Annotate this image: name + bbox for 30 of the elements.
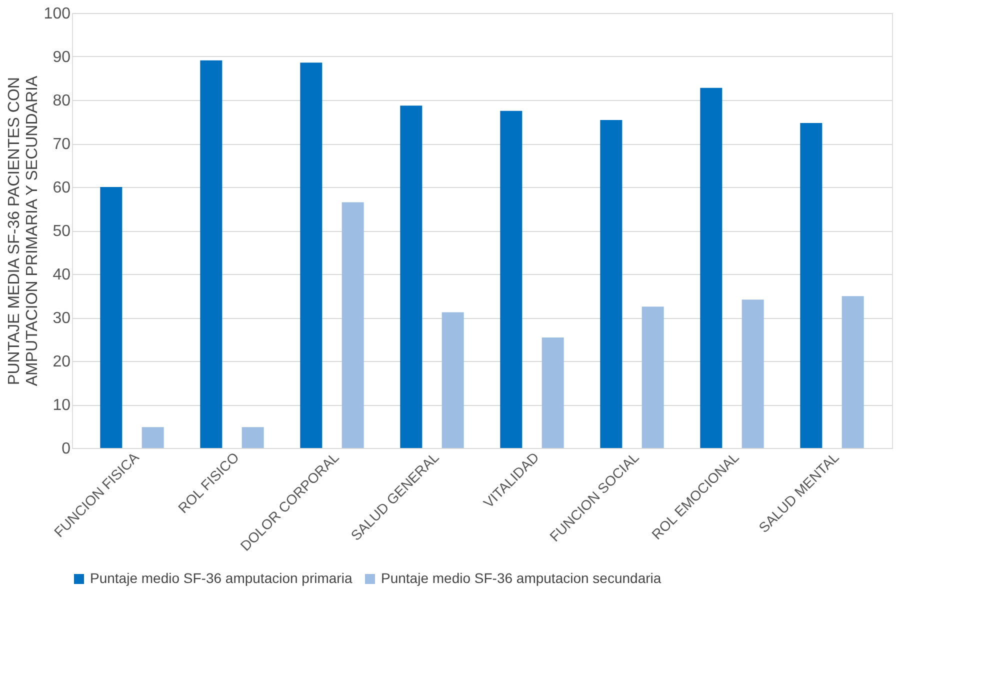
y-tick-label: 40 <box>52 266 71 284</box>
bar <box>800 123 822 448</box>
y-tick-label: 80 <box>52 92 71 110</box>
bar <box>500 110 522 448</box>
bar <box>200 60 222 448</box>
bar <box>342 202 364 448</box>
bar <box>600 120 622 448</box>
y-tick-label: 20 <box>52 354 71 370</box>
bar <box>142 427 164 448</box>
bar <box>642 306 664 448</box>
y-tick-label: 50 <box>52 223 71 240</box>
bar <box>100 187 122 448</box>
y-tick-label: 90 <box>52 49 71 66</box>
bar <box>242 427 264 448</box>
bar <box>742 300 764 448</box>
bar <box>400 106 422 448</box>
bar <box>542 338 564 448</box>
legend-label: Puntaje medio SF-36 amputacion primaria <box>90 570 352 586</box>
y-tick-label: 60 <box>52 180 71 196</box>
bar <box>300 62 322 448</box>
y-tick-label: 0 <box>62 440 71 458</box>
legend-label: Puntaje medio SF-36 amputacion secundaria <box>381 570 662 586</box>
bar <box>842 296 864 448</box>
y-tick-label: 10 <box>52 397 71 414</box>
y-tick-label: 70 <box>52 136 71 153</box>
bar <box>700 88 722 448</box>
bar <box>442 312 464 448</box>
y-tick-label: 30 <box>52 310 71 327</box>
y-tick-label: 100 <box>44 6 71 22</box>
y-axis-title: PUNTAJE MEDIA SF-36 PACIENTES CON AMPUTACION PRIMARIA Y SECUNDARIA <box>6 76 41 386</box>
